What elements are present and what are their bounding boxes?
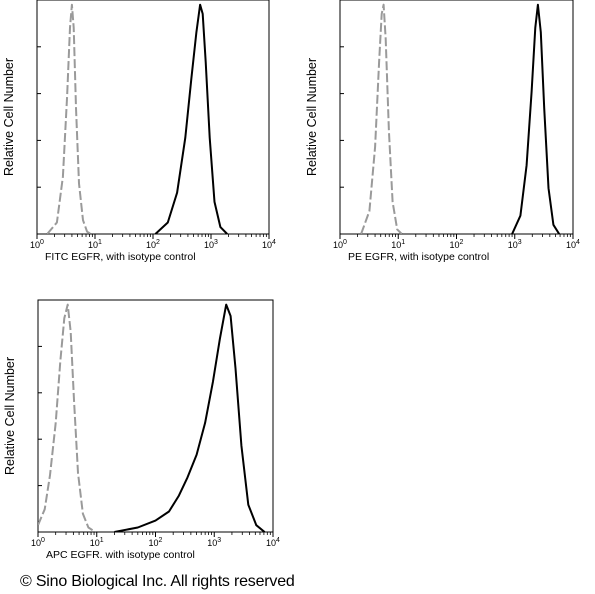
x-axis-label: APC EGFR. with isotype control <box>46 549 195 561</box>
histogram-panel-apc: 100 101 102 103 104 APC EGFR. with isotype co… <box>0 295 290 561</box>
x-tick-label: 104 <box>262 239 276 250</box>
x-tick-label: 102 <box>146 239 160 250</box>
histogram-panel-pe: 100 101 102 103 104 PE EGFR, with isotype con… <box>300 0 590 275</box>
x-axis-label: PE EGFR, with isotype control <box>348 251 489 263</box>
histogram-panel-fitc: 100 101 102 103 104 FITC EGFR, with isotype c… <box>0 0 290 275</box>
x-tick-label: 101 <box>88 239 102 250</box>
histogram-svg: 100 101 102 103 104 PE EGFR, with isotype con… <box>305 0 580 263</box>
egfr-stain-histogram <box>114 303 266 532</box>
x-tick-label: 100 <box>30 239 44 250</box>
plot-frame <box>37 299 274 533</box>
y-axis-label: Relative Cell Number <box>305 58 319 176</box>
histogram-svg: 100 101 102 103 104 FITC EGFR, with isotype c… <box>2 0 276 263</box>
y-axis-label: Relative Cell Number <box>3 357 17 475</box>
x-tick-label: 102 <box>450 239 464 250</box>
isotype-control-histogram <box>360 3 403 234</box>
x-axis-label: FITC EGFR, with isotype control <box>45 251 196 263</box>
x-tick-label: 100 <box>31 537 45 548</box>
x-tick-label: 102 <box>149 537 163 548</box>
isotype-control-histogram <box>46 3 92 234</box>
x-tick-label: 103 <box>508 239 522 250</box>
x-tick-label: 104 <box>266 537 280 548</box>
egfr-stain-histogram <box>511 3 561 234</box>
plot-frame <box>339 0 574 235</box>
plot-frame <box>36 0 270 235</box>
x-tick-label: 103 <box>204 239 218 250</box>
copyright-notice: © Sino Biological Inc. All rights reserv… <box>20 573 295 590</box>
x-tick-label: 103 <box>207 537 221 548</box>
x-tick-label: 104 <box>566 239 580 250</box>
y-axis-label: Relative Cell Number <box>2 58 16 176</box>
x-tick-label: 101 <box>90 537 104 548</box>
x-tick-label: 101 <box>391 239 405 250</box>
isotype-control-histogram <box>38 303 96 532</box>
egfr-stain-histogram <box>154 3 228 234</box>
x-tick-label: 100 <box>333 239 347 250</box>
histogram-svg: 100 101 102 103 104 APC EGFR. with isotype co… <box>3 299 280 561</box>
